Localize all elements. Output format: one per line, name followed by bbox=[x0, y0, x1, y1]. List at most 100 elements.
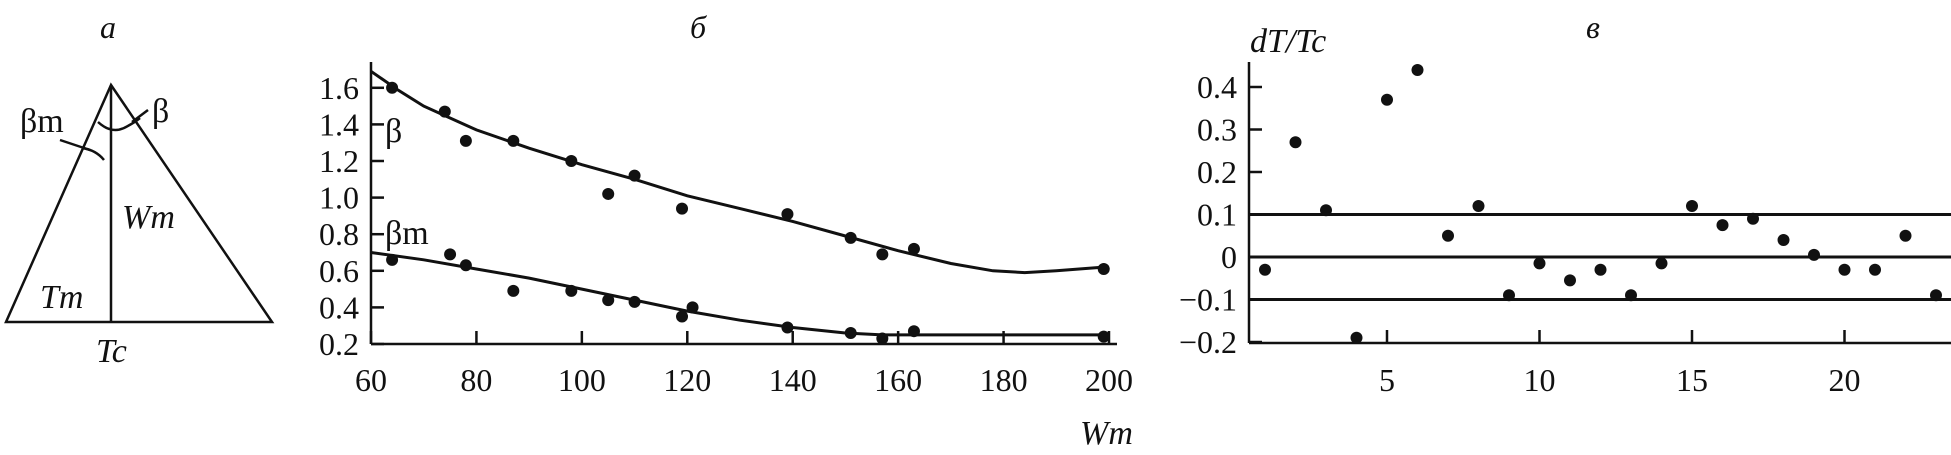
label-beta: β bbox=[152, 93, 169, 130]
data-point bbox=[1869, 263, 1881, 276]
angle-arc-beta bbox=[97, 117, 141, 132]
x-tick-label: 180 bbox=[980, 362, 1028, 398]
data-point bbox=[1564, 274, 1576, 287]
data-point-beta-m bbox=[686, 301, 699, 314]
data-point-beta bbox=[676, 202, 689, 215]
data-point bbox=[1686, 200, 1698, 212]
data-point bbox=[1350, 331, 1363, 344]
x-tick-label: 160 bbox=[874, 362, 922, 398]
data-point-beta bbox=[565, 155, 578, 167]
label-beta-m: βm bbox=[20, 103, 64, 140]
data-point-beta bbox=[438, 105, 451, 118]
data-point bbox=[1808, 248, 1820, 261]
data-point-beta-m bbox=[444, 248, 457, 261]
data-point bbox=[1930, 289, 1942, 302]
x-tick-label: 80 bbox=[460, 362, 492, 398]
y-tick-label: 0.4 bbox=[319, 289, 359, 325]
y-tick-label: 0.8 bbox=[319, 216, 359, 252]
y-tick-label: 0.4 bbox=[1197, 69, 1237, 105]
data-point bbox=[1289, 136, 1302, 149]
data-point bbox=[1411, 64, 1424, 76]
y-tick-label: 1.6 bbox=[319, 70, 359, 106]
label-wm: Wm bbox=[122, 199, 175, 236]
data-point-beta bbox=[907, 242, 920, 255]
x-tick-label: 60 bbox=[355, 362, 387, 398]
x-tick-label: 15 bbox=[1676, 362, 1708, 398]
data-point-beta-m bbox=[628, 295, 641, 308]
data-point-beta-m bbox=[844, 327, 857, 340]
data-point-beta-m bbox=[565, 284, 578, 297]
data-point-beta bbox=[1097, 262, 1110, 275]
panel-a-label: а bbox=[100, 9, 116, 45]
x-tick-label: 100 bbox=[558, 362, 606, 398]
data-point bbox=[1472, 200, 1485, 212]
fit-curve-beta bbox=[370, 70, 1104, 275]
data-point bbox=[1777, 234, 1790, 246]
x-tick-label: 140 bbox=[769, 362, 817, 398]
x-tick-label: 200 bbox=[1085, 362, 1133, 398]
data-point-beta bbox=[602, 187, 615, 200]
beta-m-leader bbox=[59, 138, 91, 152]
y-tick-label: 0.3 bbox=[1197, 112, 1237, 148]
chart-b-series-label-beta-m: βm bbox=[385, 215, 429, 252]
data-point-beta-m bbox=[876, 332, 889, 345]
y-tick-label: 0.1 bbox=[1197, 197, 1237, 233]
data-point bbox=[1503, 289, 1515, 302]
triangle bbox=[4, 82, 275, 324]
data-point bbox=[1259, 263, 1271, 276]
chart-b-series-label-beta: β bbox=[385, 113, 402, 150]
data-point-beta-m bbox=[1097, 330, 1110, 343]
y-tick-label: −0.2 bbox=[1179, 324, 1237, 360]
x-tick-label: 10 bbox=[1524, 362, 1556, 398]
data-point bbox=[1716, 219, 1729, 232]
label-tc: Tc bbox=[96, 333, 127, 370]
y-tick-label: 0.6 bbox=[319, 253, 359, 289]
data-point-beta bbox=[386, 81, 399, 94]
y-tick-label: 1.4 bbox=[319, 106, 359, 142]
y-tick-label: 1.0 bbox=[319, 180, 359, 216]
data-point bbox=[1594, 263, 1607, 276]
data-point bbox=[1655, 257, 1668, 270]
y-tick-label: 0.2 bbox=[1197, 154, 1237, 190]
data-point-beta-m bbox=[459, 259, 472, 272]
beta-leader bbox=[131, 109, 149, 123]
data-point-beta-m bbox=[676, 310, 689, 323]
data-point-beta bbox=[459, 134, 472, 147]
data-point-beta-m bbox=[907, 325, 920, 338]
y-tick-label: 1.2 bbox=[319, 143, 359, 179]
chart-b-xlabel: Wm bbox=[1080, 415, 1133, 452]
data-point bbox=[1838, 263, 1851, 276]
data-point bbox=[1442, 229, 1454, 242]
y-tick-label: −0.1 bbox=[1179, 282, 1237, 318]
fit-curve-beta-m bbox=[370, 251, 1109, 337]
data-point-beta bbox=[876, 248, 889, 261]
data-point-beta bbox=[781, 208, 794, 221]
data-point-beta bbox=[507, 134, 520, 147]
x-tick-label: 20 bbox=[1829, 362, 1861, 398]
data-point-beta-m bbox=[507, 284, 520, 297]
data-point bbox=[1533, 257, 1546, 270]
panel-b-label: б bbox=[690, 9, 707, 45]
angle-arc-beta-m bbox=[81, 146, 105, 161]
data-point bbox=[1625, 289, 1637, 302]
data-point-beta-m bbox=[602, 294, 615, 307]
chart-c: −0.2 −0.1 0 0.1 0.2 0.3 0.4 5 10 15 20 bbox=[1179, 62, 1951, 398]
x-tick-label: 5 bbox=[1379, 362, 1395, 398]
chart-b: 60 80 100 120 140 160 180 200 0.20.40.60.81.01.2… bbox=[319, 62, 1133, 398]
label-tm: Tm bbox=[40, 279, 83, 316]
chart-c-ylabel: dT/Tc bbox=[1250, 23, 1326, 60]
data-point bbox=[1381, 93, 1393, 106]
data-point-beta bbox=[628, 169, 641, 182]
data-point-beta bbox=[844, 231, 857, 244]
x-tick-label: 120 bbox=[663, 362, 711, 398]
data-point bbox=[1747, 212, 1759, 225]
data-point bbox=[1320, 204, 1332, 217]
y-tick-label: 0.2 bbox=[319, 326, 359, 362]
data-point-beta-m bbox=[781, 321, 794, 334]
y-tick-label: 0 bbox=[1221, 239, 1237, 275]
panel-a-diagram bbox=[4, 82, 275, 324]
data-point-beta-m bbox=[386, 253, 399, 266]
data-point bbox=[1899, 229, 1912, 242]
panel-c-label: в bbox=[1586, 9, 1600, 45]
